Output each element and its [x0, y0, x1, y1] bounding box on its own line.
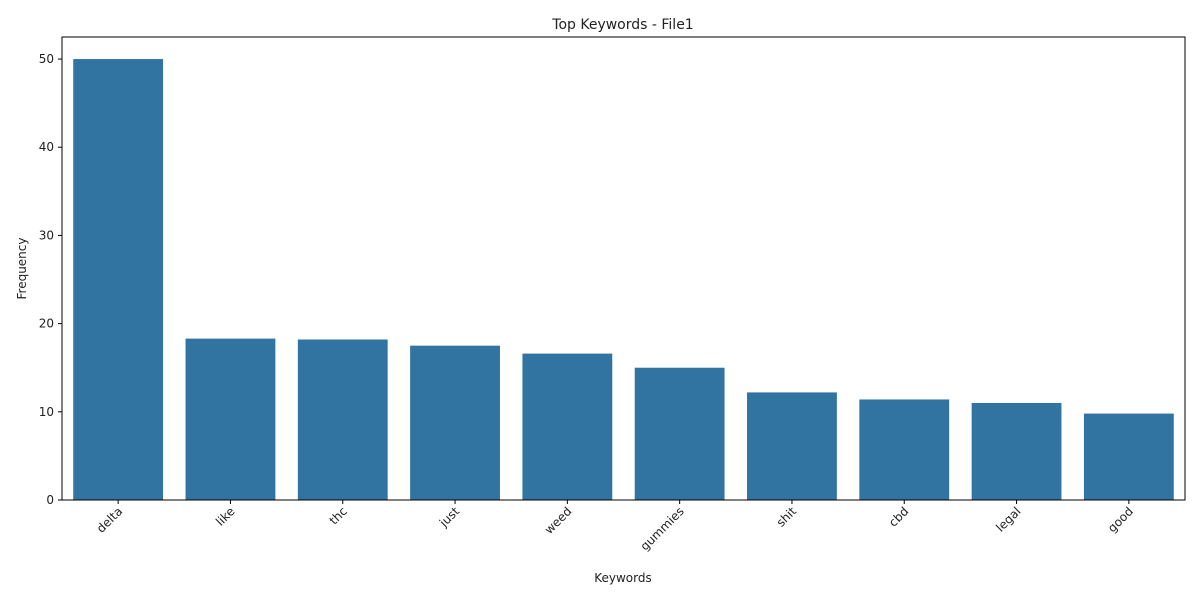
- y-axis-label: Frequency: [15, 238, 29, 300]
- y-tick-label: 20: [39, 317, 54, 331]
- bar-shit: [747, 392, 837, 500]
- x-tick-label: legal: [993, 504, 1023, 534]
- x-tick-label: gummies: [638, 504, 687, 553]
- x-tick-label: shit: [774, 504, 800, 530]
- x-tick-label: delta: [94, 504, 125, 535]
- chart-title: Top Keywords - File1: [551, 17, 693, 33]
- x-tick-label: weed: [542, 504, 575, 537]
- bar-like: [185, 338, 276, 500]
- x-tick-label: just: [436, 504, 462, 530]
- bar-just: [410, 345, 500, 500]
- y-tick-label: 30: [39, 228, 54, 242]
- x-tick-label: cbd: [886, 504, 911, 529]
- y-tick-label: 40: [39, 140, 54, 154]
- plot-frame: [61, 36, 1186, 501]
- bar-good: [1083, 413, 1174, 500]
- bar-weed: [522, 353, 613, 500]
- bar-legal: [971, 402, 1062, 500]
- bar-gummies: [634, 367, 725, 500]
- x-tick-label: good: [1105, 504, 1136, 535]
- x-tick-label: like: [213, 504, 237, 528]
- x-tick-label: thc: [327, 504, 350, 527]
- x-axis-label: Keywords: [594, 571, 652, 585]
- x-axis: delta like thc just weed gummies shit cbd legal g…: [94, 500, 1136, 553]
- y-tick-label: 50: [39, 52, 54, 66]
- y-axis: 0 10 20 30 40 50: [39, 52, 62, 507]
- bars-group: [73, 59, 1174, 501]
- bar-thc: [297, 339, 388, 500]
- y-tick-label: 10: [39, 405, 54, 419]
- bar-delta: [73, 59, 164, 501]
- bar-cbd: [859, 399, 950, 500]
- y-tick-label: 0: [46, 493, 54, 507]
